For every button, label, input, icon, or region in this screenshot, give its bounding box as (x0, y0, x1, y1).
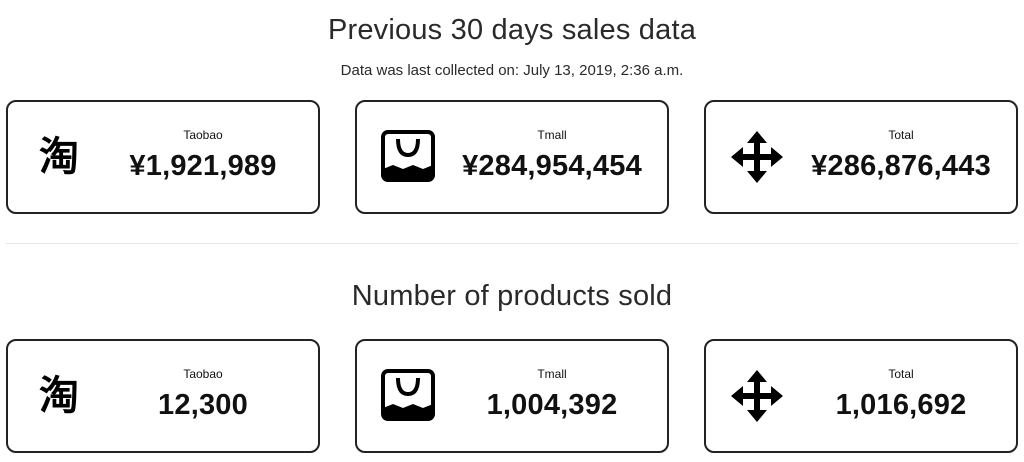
products-card-total: Total 1,016,692 (704, 339, 1018, 453)
card-label: Taobao (183, 128, 223, 142)
taobao-icon: 淘 (39, 373, 79, 419)
card-value: 1,016,692 (835, 389, 967, 421)
card-value: ¥284,954,454 (462, 150, 642, 182)
sales-cards: 淘 Taobao ¥1,921,989 Tmall ¥284,954,454 (6, 100, 1018, 214)
arrows-move-icon (728, 367, 786, 425)
taobao-icon: 淘 (39, 134, 79, 180)
card-value: 1,004,392 (486, 389, 618, 421)
arrows-move-icon (728, 128, 786, 186)
sales-section-title: Previous 30 days sales data (327, 14, 697, 46)
card-label: Tmall (537, 128, 567, 142)
tmall-icon (379, 128, 437, 186)
card-value: 12,300 (158, 389, 248, 421)
card-label: Tmall (537, 367, 567, 381)
products-cards: 淘 Taobao 12,300 Tmall 1,004,392 (6, 339, 1018, 453)
sales-card-total: Total ¥286,876,443 (704, 100, 1018, 214)
card-label: Total (888, 367, 914, 381)
sales-card-tmall: Tmall ¥284,954,454 (355, 100, 669, 214)
products-card-tmall: Tmall 1,004,392 (355, 339, 669, 453)
products-section-title: Number of products sold (351, 280, 673, 312)
sales-card-taobao: 淘 Taobao ¥1,921,989 (6, 100, 320, 214)
products-card-taobao: 淘 Taobao 12,300 (6, 339, 320, 453)
card-value: ¥1,921,989 (129, 150, 277, 182)
card-value: ¥286,876,443 (811, 150, 991, 182)
card-label: Taobao (183, 367, 223, 381)
last-collected-text: Data was last collected on: July 13, 201… (340, 62, 684, 79)
card-label: Total (888, 128, 914, 142)
tmall-icon (379, 367, 437, 425)
section-divider (6, 243, 1018, 244)
